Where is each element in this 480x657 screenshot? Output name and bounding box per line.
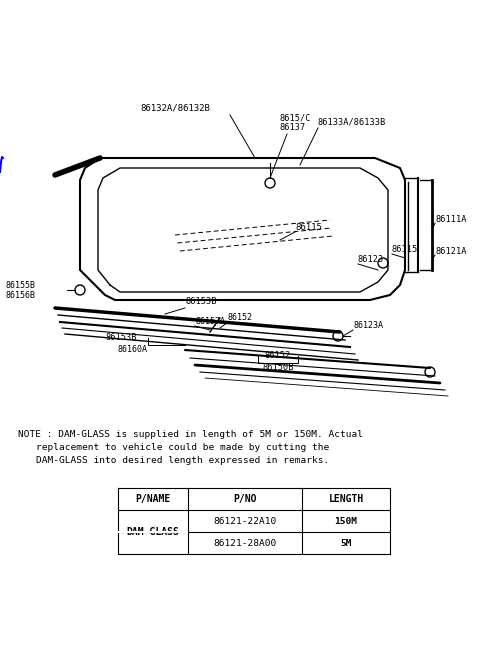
Text: 86121-22A10: 86121-22A10 [214, 516, 276, 526]
Text: 86121-28A00: 86121-28A00 [214, 539, 276, 547]
Text: 8615/C: 8615/C [280, 114, 312, 122]
Text: P/NO: P/NO [233, 494, 257, 504]
Text: 86133A/86133B: 86133A/86133B [318, 118, 386, 127]
Text: replacement to vehicle could be made by cutting the: replacement to vehicle could be made by … [36, 443, 329, 452]
Text: 86111A: 86111A [435, 215, 467, 225]
Text: NOTE : DAM-GLASS is supplied in length of 5M or 150M. Actual: NOTE : DAM-GLASS is supplied in length o… [18, 430, 363, 439]
Text: 86115: 86115 [392, 246, 418, 254]
Text: P/NAME: P/NAME [135, 494, 170, 504]
Text: 86137: 86137 [280, 124, 306, 133]
Text: DAM-GLASS into desired length expressed in remarks.: DAM-GLASS into desired length expressed … [36, 456, 329, 465]
Text: 86123A: 86123A [353, 321, 383, 330]
Text: 86152: 86152 [228, 313, 253, 323]
Text: 86157A: 86157A [195, 317, 225, 327]
Text: LENGTH: LENGTH [328, 494, 364, 504]
Text: 86132A/86132B: 86132A/86132B [140, 104, 210, 112]
Text: 86156B: 86156B [5, 290, 35, 300]
Text: 150M: 150M [335, 516, 358, 526]
Text: 86153B: 86153B [185, 298, 216, 307]
Text: 86123: 86123 [358, 256, 384, 265]
Text: 86121A: 86121A [435, 248, 467, 256]
Text: 86150B: 86150B [262, 363, 294, 371]
Text: 5M: 5M [340, 539, 352, 547]
Text: 86153B: 86153B [105, 334, 136, 342]
Text: 86115: 86115 [295, 223, 322, 233]
Text: 86152: 86152 [265, 351, 291, 361]
Text: DAM-GLASS: DAM-GLASS [127, 527, 180, 537]
Text: 86155B: 86155B [5, 281, 35, 290]
Text: 86160A: 86160A [118, 346, 148, 355]
